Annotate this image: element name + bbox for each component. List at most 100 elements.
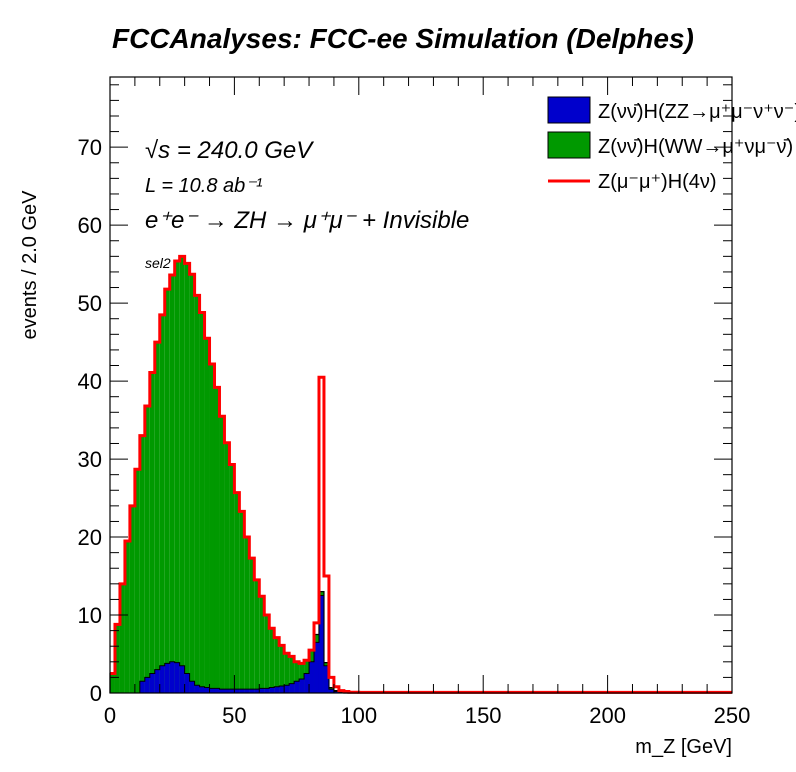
bar-ww-bin-0	[110, 673, 115, 693]
x-axis-label: m_Z [GeV]	[635, 736, 732, 758]
line-4nu-total	[110, 254, 732, 694]
legend-label-zz: Z(νν̄)H(ZZ→μ⁺μ⁻ν⁺ν⁻)	[598, 101, 796, 123]
x-tick-label: 150	[465, 703, 502, 728]
bar-ww-bin-14	[179, 256, 185, 693]
bar-ww-bin-8	[149, 372, 155, 693]
bar-ww-bin-22	[219, 416, 225, 693]
bar-ww-bin-6	[139, 435, 145, 693]
bar-zz-bin-15	[184, 673, 190, 693]
plot-area	[109, 254, 732, 694]
bar-ww-bin-27	[244, 537, 250, 693]
bar-zz-bin-39	[304, 673, 310, 693]
bar-zz-bin-22	[219, 689, 225, 693]
bar-zz-bin-26	[239, 689, 245, 693]
annotation-selection: sel2	[145, 255, 171, 271]
x-tick-label: 0	[104, 703, 116, 728]
bar-zz-bin-28	[249, 689, 255, 693]
bar-zz-bin-11	[164, 663, 170, 693]
bar-zz-bin-36	[289, 683, 295, 693]
bar-zz-bin-32	[269, 687, 275, 693]
bar-ww-bin-7	[144, 406, 150, 693]
bar-ww-bin-20	[209, 363, 215, 693]
bar-zz-bin-33	[274, 686, 280, 693]
bar-zz-bin-30	[259, 688, 265, 693]
axis-ticks: 0 50 100 150 200 250 0 10 20 30 40 50 60 70	[78, 77, 751, 728]
legend-swatch-ww	[547, 131, 591, 159]
bar-zz-bin-23	[224, 689, 230, 693]
bar-ww-bin-29	[254, 579, 260, 693]
y-tick-label: 10	[78, 603, 102, 628]
bar-zz-bin-27	[244, 689, 250, 693]
outline-zz	[110, 595, 359, 694]
bar-zz-bin-9	[154, 669, 160, 693]
bar-zz-bin-8	[149, 673, 155, 693]
annotation-sqrt-s: √s = 240.0 GeV	[145, 137, 314, 164]
bar-ww-bin-21	[214, 387, 220, 693]
x-tick-label: 50	[222, 703, 246, 728]
bar-zz-bin-10	[159, 665, 165, 693]
bar-zz-bin-14	[179, 665, 185, 693]
bar-zz-bin-18	[199, 686, 205, 693]
bar-zz-bin-43	[323, 665, 329, 693]
bar-ww-bin-18	[199, 312, 205, 693]
annotation-process: e⁺e⁻ → ZH → μ⁺μ⁻ + Invisible	[145, 207, 469, 234]
bar-ww-bin-1	[114, 624, 120, 693]
bar-zz-bin-21	[214, 688, 220, 693]
y-tick-label: 60	[78, 213, 102, 238]
bar-ww-bin-30	[259, 596, 265, 693]
bar-ww-bin-34	[279, 645, 285, 693]
bar-ww-bin-16	[189, 274, 195, 693]
bar-ww-bin-32	[269, 628, 275, 693]
x-tick-label: 250	[714, 703, 751, 728]
bar-ww-bin-5	[134, 469, 140, 693]
bar-zz-bin-45	[333, 691, 339, 693]
y-tick-label: 20	[78, 525, 102, 550]
y-tick-label: 70	[78, 135, 102, 160]
legend-label-ww: Z(νν̄)H(WW→μ⁺νμ⁻ν̄)	[598, 136, 793, 158]
legend: Z(νν̄)H(ZZ→μ⁺μ⁻ν⁺ν⁻) Z(νν̄)H(WW→μ⁺νμ⁻ν̄)…	[547, 96, 796, 193]
plot-frame	[109, 76, 733, 694]
legend-swatch-zz	[547, 96, 591, 124]
bar-ww-bin-31	[264, 615, 270, 693]
bar-ww-bin-13	[174, 261, 180, 693]
y-tick-label: 0	[90, 681, 102, 706]
annotation-luminosity: L = 10.8 ab⁻¹	[145, 175, 263, 197]
bar-ww-bin-4	[129, 505, 135, 693]
bar-zz-bin-20	[209, 688, 215, 693]
bar-ww-bin-28	[249, 558, 255, 693]
bar-zz-bin-37	[294, 681, 300, 693]
bar-ww-bin-33	[274, 637, 280, 693]
bar-zz-bin-25	[234, 689, 240, 693]
bar-ww-bin-19	[204, 338, 210, 693]
bar-zz-bin-41	[314, 642, 319, 693]
y-tick-label: 30	[78, 447, 102, 472]
bar-ww-bin-10	[159, 314, 165, 693]
bar-ww-bin-3	[124, 540, 130, 693]
bar-zz-bin-19	[204, 687, 210, 693]
bar-zz-bin-34	[279, 685, 285, 693]
bar-zz-bin-42	[318, 595, 324, 693]
y-tick-label: 40	[78, 369, 102, 394]
bar-ww-bin-11	[164, 289, 170, 693]
bar-zz-bin-38	[299, 678, 305, 693]
bar-zz-bin-6	[139, 681, 145, 693]
bar-zz-bin-35	[284, 685, 290, 693]
bar-ww-bin-23	[224, 442, 230, 693]
bar-zz-bin-13	[174, 662, 180, 693]
bar-ww-bin-24	[229, 464, 235, 693]
chart-title: FCCAnalyses: FCC-ee Simulation (Delphes)	[112, 23, 694, 54]
bar-ww-bin-17	[194, 295, 200, 693]
bar-zz-bin-31	[264, 688, 270, 693]
bar-ww-bin-37	[294, 661, 300, 693]
bar-zz-bin-12	[169, 661, 175, 693]
x-tick-label: 200	[589, 703, 626, 728]
bar-ww-bin-25	[234, 492, 240, 693]
y-tick-label: 50	[78, 291, 102, 316]
bar-zz-bin-29	[254, 689, 260, 693]
bar-zz-bin-7	[144, 677, 150, 693]
x-tick-label: 100	[340, 703, 377, 728]
bar-zz-bin-16	[189, 681, 195, 693]
y-axis-label: events / 2.0 GeV	[19, 190, 41, 340]
bar-zz-bin-40	[309, 661, 315, 693]
